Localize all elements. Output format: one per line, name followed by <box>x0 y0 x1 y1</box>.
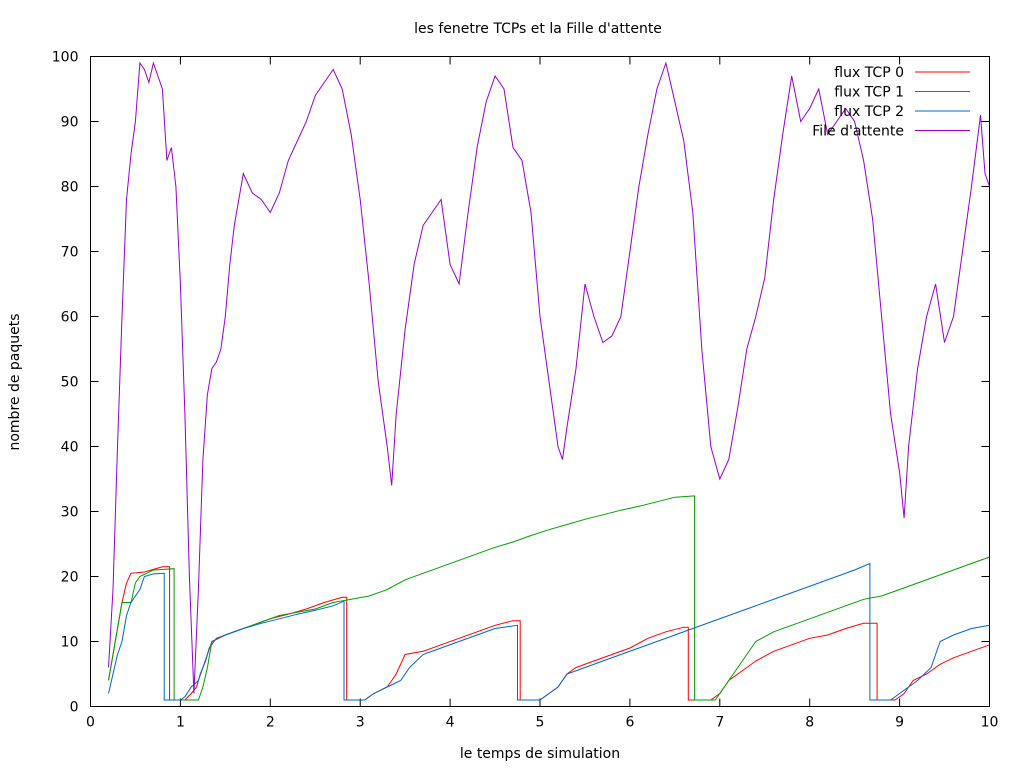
y-tick-label: 70 <box>61 245 79 261</box>
series-line-1 <box>108 495 990 701</box>
x-tick-label: 7 <box>715 715 724 731</box>
y-tick-label: 10 <box>61 635 79 651</box>
y-tick-label: 40 <box>61 440 79 456</box>
x-axis-label: le temps de simulation <box>460 746 620 762</box>
y-tick-label: 90 <box>61 115 79 131</box>
series-layer <box>108 61 990 701</box>
x-tick-label: 9 <box>895 715 904 731</box>
chart-title: les fenetre TCPs et la Fille d'attente <box>414 21 662 37</box>
y-tick-label: 20 <box>61 570 79 586</box>
y-tick-label: 80 <box>61 180 79 196</box>
y-tick-label: 30 <box>61 505 79 521</box>
x-tick-label: 5 <box>536 715 545 731</box>
legend-label: flux TCP 0 <box>834 65 904 81</box>
x-tick-label: 6 <box>625 715 634 731</box>
y-tick-label: 100 <box>52 50 79 66</box>
legend: flux TCP 0 flux TCP 1 flux TCP 2 File d'att… <box>812 65 970 140</box>
x-tick-label: 1 <box>176 715 185 731</box>
y-tick-label: 60 <box>61 310 79 326</box>
x-tick-label: 10 <box>981 715 999 731</box>
y-axis-label: nombre de paquets <box>7 313 23 450</box>
x-tick-label: 4 <box>446 715 455 731</box>
x-tick-label: 3 <box>356 715 365 731</box>
series-line-0 <box>108 566 990 701</box>
legend-label: File d'attente <box>812 124 904 140</box>
x-tick-label: 2 <box>266 715 275 731</box>
legend-label: flux TCP 2 <box>834 104 904 120</box>
y-tick-label: 0 <box>70 700 79 716</box>
x-tick-label: 8 <box>805 715 814 731</box>
y-tick-label: 50 <box>61 375 79 391</box>
series-line-3 <box>108 61 990 694</box>
plot-frame <box>90 56 990 707</box>
series-line-2 <box>108 562 990 701</box>
legend-label: flux TCP 1 <box>834 85 904 101</box>
x-tick-label: 0 <box>86 715 95 731</box>
